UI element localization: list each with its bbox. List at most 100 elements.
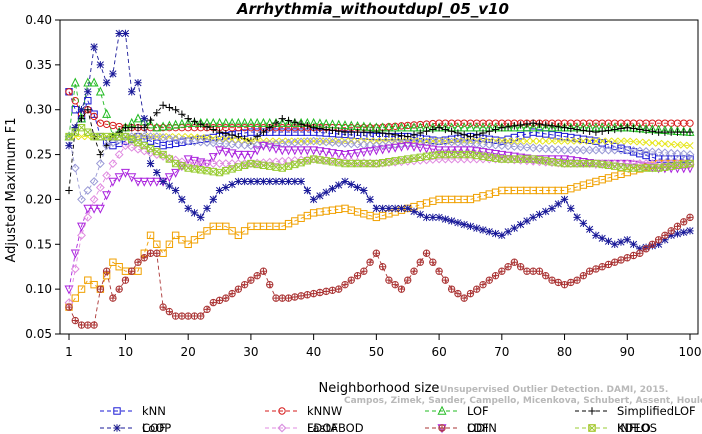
data-point-ldof [183, 136, 193, 146]
data-point-ldf [636, 249, 644, 257]
data-point-cof [661, 236, 669, 244]
data-point-fastabod [246, 159, 256, 168]
data-point-ldof [478, 139, 488, 149]
data-point-odin [139, 177, 149, 187]
data-point-cof [153, 168, 161, 177]
data-point-simplifiedlof [654, 128, 663, 136]
data-point-simplifiedlof [353, 128, 362, 136]
data-point-fastabod [296, 155, 306, 165]
data-point-fastabod [635, 159, 645, 168]
data-point-odin [108, 177, 118, 187]
data-point-loop [215, 135, 224, 143]
data-point-odin [102, 191, 112, 201]
data-point-ldf [654, 236, 663, 244]
data-point-lof [89, 77, 99, 87]
legend-marker-simplifiedlof [588, 407, 596, 415]
data-point-fastabod [70, 264, 80, 274]
data-point-lof [465, 122, 475, 132]
data-point-cof [598, 234, 606, 243]
data-point-simplifiedlof [617, 124, 625, 133]
data-point-loop [636, 138, 644, 146]
data-point-cof [404, 204, 412, 213]
data-point-ldf [278, 294, 286, 302]
data-point-odin [284, 146, 294, 156]
data-point-odin [447, 146, 457, 156]
data-point-fastabod [158, 151, 168, 161]
data-point-lof [541, 122, 551, 132]
data-point-odin [353, 149, 363, 159]
data-point-ldf [611, 258, 619, 266]
data-point-simplifiedlof [397, 132, 406, 140]
data-point-odin [164, 173, 174, 183]
data-point-cof [115, 29, 123, 38]
data-point-lof [409, 122, 419, 132]
legend-label: LOF [467, 404, 489, 418]
data-point-simplifiedlof [573, 125, 581, 134]
data-point-cof [203, 204, 211, 213]
data-point-ldof [635, 146, 645, 156]
data-point-inflo [385, 158, 393, 166]
data-point-ldf [397, 285, 406, 293]
data-point-ldf [153, 249, 161, 257]
data-point-ldf [592, 265, 600, 273]
series-line-lof [68, 82, 691, 138]
data-point-kdeos [71, 294, 79, 302]
data-point-cof [429, 213, 437, 222]
data-point-knnw [90, 112, 98, 121]
data-point-ldf [240, 281, 249, 289]
data-point-simplifiedlof [391, 131, 399, 139]
data-point-cof [535, 210, 544, 219]
data-point-fastabod [647, 159, 657, 168]
data-point-fastabod [196, 159, 206, 168]
data-point-fastabod [685, 159, 695, 168]
data-point-fastabod [397, 157, 406, 167]
data-point-ldof [114, 135, 124, 145]
data-point-simplifiedlof [272, 119, 280, 127]
data-point-odin [491, 149, 501, 159]
data-point-cof [523, 217, 531, 225]
data-point-ldf [178, 312, 186, 320]
data-point-ldof [365, 140, 375, 150]
data-point-odin [465, 146, 475, 156]
data-point-ldf [121, 276, 130, 284]
data-point-inflo [146, 144, 155, 153]
data-point-ldof [528, 143, 538, 153]
data-point-simplifiedlof [604, 126, 613, 135]
data-point-simplifiedlof [623, 123, 631, 132]
data-point-fastabod [666, 159, 676, 168]
data-point-cof [171, 186, 180, 195]
data-point-simplifiedlof [228, 131, 236, 139]
data-point-simplifiedlof [410, 131, 418, 139]
data-point-loop [554, 137, 562, 145]
data-point-cof [328, 184, 337, 193]
legend-label: KDEOS [617, 421, 657, 434]
data-point-simplifiedlof [686, 128, 694, 136]
data-point-fastabod [133, 144, 143, 154]
data-point-ldof [566, 145, 576, 155]
data-point-knn [510, 133, 519, 142]
data-point-simplifiedlof [197, 120, 205, 128]
data-point-ldof [585, 145, 595, 155]
data-point-loop [523, 137, 531, 145]
data-point-loop [686, 142, 694, 150]
data-point-simplifiedlof [222, 129, 230, 138]
x-tick-label: 80 [557, 345, 572, 359]
data-point-kdeos [222, 222, 230, 231]
x-axis: 1 10 20 30 40 50 60 70 80 90 100 [65, 334, 701, 359]
data-point-knn [523, 130, 531, 138]
legend-label: kNNW [307, 404, 342, 418]
data-point-odin [560, 155, 570, 165]
data-point-odin [296, 146, 306, 156]
data-point-cof [447, 217, 456, 225]
data-point-fastabod [629, 159, 638, 168]
data-point-inflo [629, 164, 638, 172]
data-point-cof [102, 79, 111, 87]
data-point-inflo [215, 168, 224, 177]
data-point-loop [184, 133, 192, 141]
data-point-simplifiedlof [121, 123, 130, 132]
data-point-simplifiedlof [234, 132, 243, 141]
data-point-ldf [366, 258, 374, 266]
data-point-inflo [171, 159, 180, 168]
data-point-ldof [666, 148, 676, 158]
